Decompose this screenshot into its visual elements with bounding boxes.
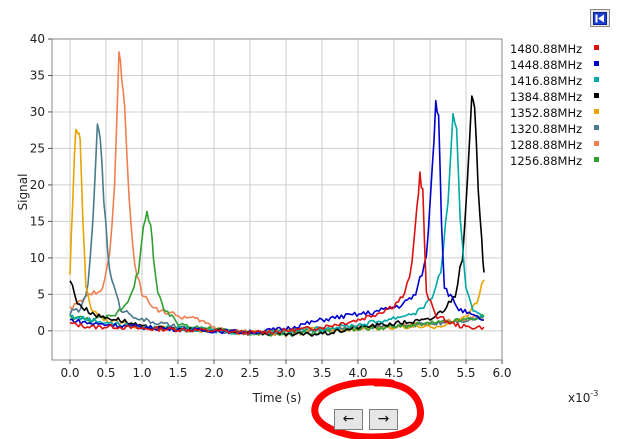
x-tick-label: 1.0	[132, 366, 151, 380]
skip-to-start-icon	[593, 11, 607, 25]
y-tick-label: 20	[30, 178, 45, 192]
series-line	[69, 112, 485, 336]
x-tick-label: 4.5	[384, 366, 403, 380]
legend-entry-label: 1352.88MHz	[510, 106, 582, 120]
series-line	[69, 99, 485, 335]
y-tick-label: 40	[30, 32, 45, 46]
legend-entry-label: 1320.88MHz	[510, 122, 582, 136]
y-tick-label: 35	[30, 68, 45, 82]
legend-swatch	[594, 125, 599, 130]
x-tick-label: 2.0	[204, 366, 223, 380]
legend-swatch	[594, 141, 599, 146]
x-tick-label: 1.5	[168, 366, 187, 380]
series-layer	[69, 51, 485, 338]
y-tick-label: 15	[30, 214, 45, 228]
series-line	[69, 171, 485, 336]
legend-swatch	[594, 45, 599, 50]
x-tick-label: 2.5	[240, 366, 259, 380]
x-tick-label: 4.0	[348, 366, 367, 380]
x-tick-label: 5.5	[456, 366, 475, 380]
legend-swatch	[594, 61, 599, 66]
y-tick-label: 30	[30, 105, 45, 119]
x-tick-label: 5.0	[420, 366, 439, 380]
y-tick-label: 0	[37, 324, 45, 338]
y-tick-label: 10	[30, 251, 45, 265]
x-tick-label: 3.5	[312, 366, 331, 380]
skip-to-start-button[interactable]	[590, 9, 610, 27]
y-axis-label: Signal	[16, 174, 30, 211]
y-axis-ticks: 0 5 10 15 20 25 30 35 40	[30, 32, 52, 338]
legend-swatch	[594, 77, 599, 82]
x-tick-label: 6.0	[492, 366, 511, 380]
legend-entry-label: 1288.88MHz	[510, 138, 582, 152]
x-tick-label: 0.0	[60, 366, 79, 380]
legend-swatch	[594, 93, 599, 98]
y-tick-label: 5	[37, 287, 45, 301]
legend-entry-label: 1416.88MHz	[510, 74, 582, 88]
previous-button[interactable]: ←	[334, 409, 363, 430]
x-tick-label: 0.5	[96, 366, 115, 380]
x-axis-multiplier-base: x10	[568, 391, 590, 405]
legend-swatch	[594, 157, 599, 162]
legend-entry-label: 1384.88MHz	[510, 90, 582, 104]
x-axis-label: Time (s)	[252, 391, 302, 405]
series-line	[69, 95, 485, 337]
x-tick-label: 3.0	[276, 366, 295, 380]
legend-swatch	[594, 109, 599, 114]
red-annotation-circle	[311, 378, 424, 439]
y-tick-label: 25	[30, 141, 45, 155]
x-axis-ticks: 0.0 0.5 1.0 1.5 2.0 2.5 3.0 3.5 4.0 4.5 5.0 5.5 6.0	[60, 360, 512, 380]
x-axis-multiplier-exponent: -3	[590, 389, 598, 398]
legend-entry-label: 1448.88MHz	[510, 58, 582, 72]
legend: 1480.88MHz 1448.88MHz 1416.88MHz 1384.88MHz…	[510, 42, 599, 168]
legend-entry-label: 1256.88MHz	[510, 154, 582, 168]
plot-frame	[51, 38, 503, 361]
next-button[interactable]: →	[369, 409, 398, 430]
legend-entry-label: 1480.88MHz	[510, 42, 582, 56]
x-axis-multiplier: x10-3	[568, 389, 598, 405]
